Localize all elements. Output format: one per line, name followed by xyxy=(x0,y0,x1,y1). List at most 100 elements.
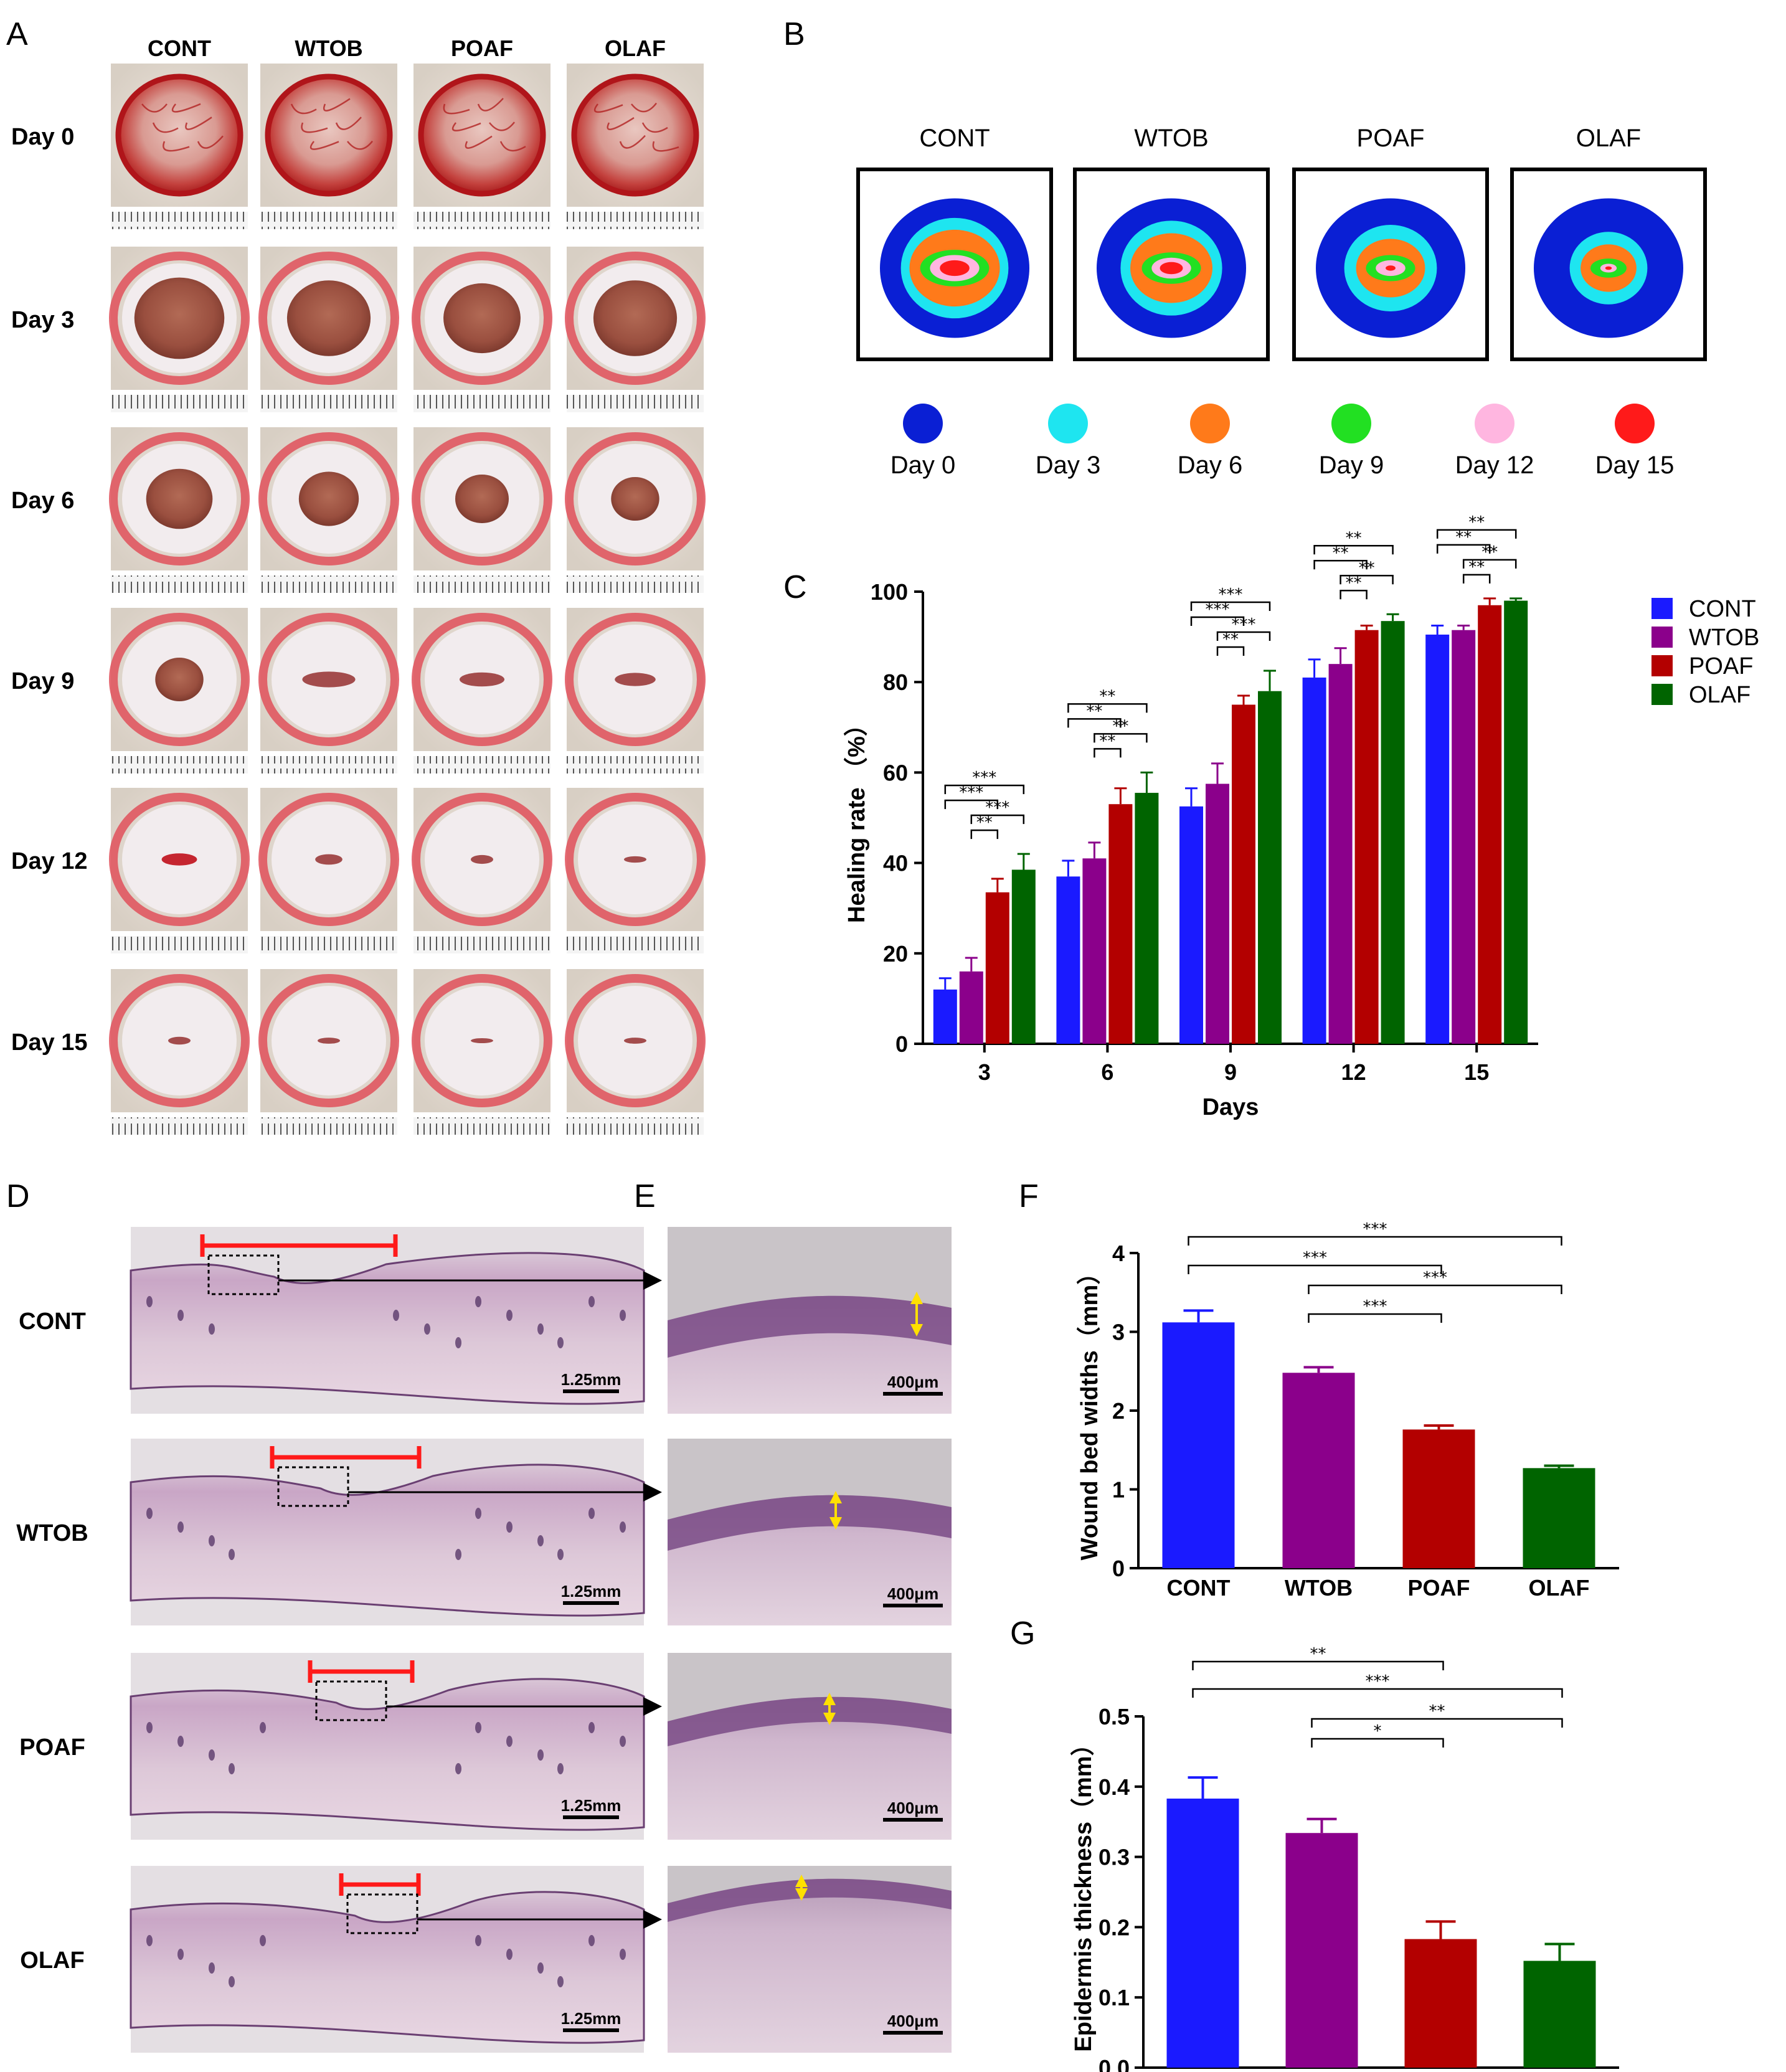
significance-label: *** xyxy=(1423,1269,1447,1287)
wound-vessel xyxy=(593,103,623,113)
panel-a-photo xyxy=(565,427,706,593)
wound-vessel xyxy=(301,122,328,133)
c-legend-swatch xyxy=(1651,684,1673,705)
significance-label: *** xyxy=(972,769,996,787)
wound-day0 xyxy=(418,73,546,197)
significance-bracket xyxy=(1216,631,1271,641)
y-tick-label: 0 xyxy=(1112,1556,1125,1581)
photo-ruler xyxy=(260,756,397,773)
y-axis-label: Wound bed widths（mm） xyxy=(1077,1261,1103,1561)
photo-ruler xyxy=(413,1117,550,1135)
panel-a-col-header: WTOB xyxy=(295,35,362,61)
panel-b-group-caption: CONT xyxy=(919,125,990,152)
panel-a-photo xyxy=(412,427,552,593)
c-y-tick-label: 0 xyxy=(895,1031,908,1057)
c-bar-wtob xyxy=(1206,783,1229,1044)
x-tick-label: CONT xyxy=(1167,1575,1231,1601)
panel-a-row-label: Day 3 xyxy=(11,307,74,333)
significance-bracket xyxy=(1094,733,1148,743)
hair-follicle xyxy=(620,1949,626,1960)
hair-follicle xyxy=(506,1736,513,1747)
significance-label: ** xyxy=(1468,558,1485,577)
panel-b-group-caption: OLAF xyxy=(1576,125,1641,152)
y-tick-label: 0.3 xyxy=(1099,1845,1130,1870)
hair-follicle xyxy=(588,1296,595,1307)
tissue-section xyxy=(130,1252,645,1405)
significance-bracket xyxy=(1313,560,1368,570)
panel-e-zoom: 400μm xyxy=(668,1439,952,1625)
bar-olaf xyxy=(1523,1961,1596,2068)
wound-margin-ring xyxy=(565,793,706,926)
panel-f-wound-bed-chart: 0 1 2 3 4 CONT WTOB POAF OLAF *** *** *** *** Wound b… xyxy=(1077,1220,1619,1601)
panel-a-photo xyxy=(109,608,250,773)
hair-follicle xyxy=(177,1949,184,1960)
photo-ruler xyxy=(111,936,248,953)
wound-margin-ring xyxy=(412,793,552,926)
c-legend-swatch xyxy=(1651,598,1673,619)
c-bar-poaf xyxy=(1108,804,1133,1044)
panel-e-zoom: 400μm xyxy=(668,1227,952,1414)
panel-a-row-label: Day 15 xyxy=(11,1029,88,1056)
scale-label-e: 400μm xyxy=(887,1373,938,1391)
wound-residual xyxy=(302,671,356,688)
significance-bracket xyxy=(1311,1738,1444,1748)
photo-ruler xyxy=(567,1117,704,1135)
photo-ruler xyxy=(567,756,704,773)
panel-d-row-label: CONT xyxy=(19,1308,86,1335)
wound-margin-ring xyxy=(258,432,399,565)
wound-scab xyxy=(134,277,225,359)
significance-bracket xyxy=(944,799,999,810)
photo-ruler xyxy=(260,212,397,229)
bar-poaf xyxy=(1402,1429,1475,1568)
significance-bracket xyxy=(1436,544,1491,554)
panel-a-photo xyxy=(109,788,250,953)
significance-label: ** xyxy=(1099,732,1115,750)
panel-b-trace-box xyxy=(856,168,1053,361)
panel-d-section: 1.25mm xyxy=(130,1653,662,1840)
zoom-epidermis xyxy=(668,1495,952,1551)
trace-day-contour xyxy=(1386,265,1396,271)
panel-c-healing-rate-chart: 0204060801003***********6********9******… xyxy=(844,513,1759,1120)
wound-scab xyxy=(443,283,521,354)
panel-b-legend-label: Day 12 xyxy=(1455,452,1534,479)
wound-margin-ring xyxy=(565,974,706,1107)
wound-vessel xyxy=(171,103,201,113)
significance-label: ** xyxy=(1222,630,1239,649)
y-tick-label: 0.2 xyxy=(1099,1914,1130,1940)
wound-vessel xyxy=(323,98,351,111)
panel-d-section: 1.25mm xyxy=(130,1439,662,1625)
zoom-epidermis xyxy=(668,1295,952,1358)
panel-a-photo xyxy=(412,788,552,953)
significance-bracket xyxy=(1094,748,1122,758)
panel-label-g: G xyxy=(1010,1615,1035,1652)
photo-ruler xyxy=(413,756,550,773)
panel-b-trace-box xyxy=(1073,168,1270,361)
c-bar-poaf xyxy=(1354,630,1379,1044)
hair-follicle xyxy=(424,1323,430,1335)
significance-bracket xyxy=(970,814,1025,825)
y-tick-label: 1 xyxy=(1112,1477,1125,1503)
hair-follicle xyxy=(455,1337,461,1348)
c-legend-label: POAF xyxy=(1689,653,1753,679)
tissue-section xyxy=(130,1464,645,1617)
significance-label: * xyxy=(1374,1722,1382,1741)
panel-b-group-caption: WTOB xyxy=(1134,125,1208,152)
wound-margin-ring xyxy=(565,252,706,385)
scale-label-d: 1.25mm xyxy=(561,1796,621,1815)
y-tick-label: 0.5 xyxy=(1099,1704,1130,1729)
hair-follicle xyxy=(260,1935,266,1946)
wound-scab xyxy=(146,468,213,529)
significance-bracket xyxy=(1067,703,1148,713)
c-legend-label: CONT xyxy=(1689,596,1756,622)
tissue-section xyxy=(130,1891,645,2044)
zoom-region-box xyxy=(315,1680,387,1721)
panel-b-legend-dot xyxy=(1615,404,1655,443)
photo-ruler xyxy=(260,936,397,953)
wound-margin-ring xyxy=(109,252,250,385)
wound-scab xyxy=(298,471,359,526)
panel-b-legend-label: Day 9 xyxy=(1319,452,1384,479)
tissue-section xyxy=(130,1678,645,1831)
zoom-tissue xyxy=(668,1696,952,1840)
photo-ruler xyxy=(111,1117,248,1135)
wound-vessel xyxy=(347,140,373,150)
